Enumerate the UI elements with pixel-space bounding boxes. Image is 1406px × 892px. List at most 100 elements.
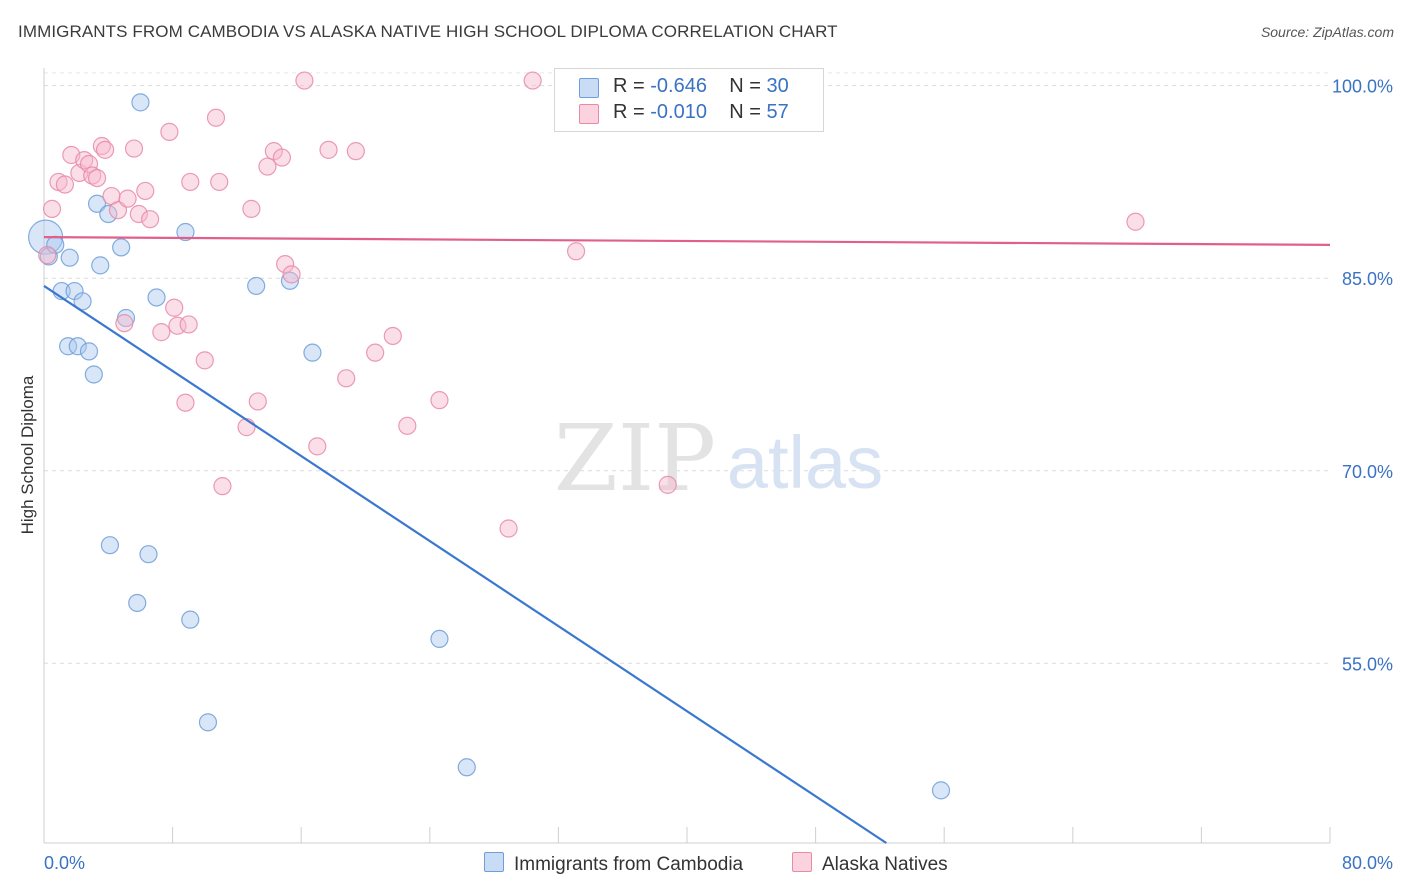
cambodia-point <box>79 342 99 361</box>
alaska-point <box>181 172 200 192</box>
alaska-point <box>210 172 229 192</box>
alaska-point <box>337 369 356 388</box>
alaska-point <box>55 175 74 194</box>
alaska-point <box>118 189 137 208</box>
alaska-point <box>295 71 314 90</box>
y-tick-label: 100.0% <box>1332 77 1393 97</box>
cambodia-point <box>87 194 107 213</box>
legend-label-cambodia: Immigrants from Cambodia <box>514 854 744 875</box>
grid-lines <box>44 72 1330 664</box>
cambodia-point <box>147 288 166 307</box>
legend-n-value-alaska: 57 <box>766 101 789 123</box>
cambodia-trend-line <box>43 284 887 844</box>
alaska-point <box>213 477 232 496</box>
cambodia-point <box>181 610 200 629</box>
alaska-point <box>160 122 179 141</box>
alaska-point <box>658 475 677 494</box>
cambodia-point <box>99 204 118 224</box>
y-tick-label: 70.0% <box>1342 462 1393 482</box>
watermark-zip: ZIP <box>554 405 716 512</box>
cambodia-point <box>59 337 78 356</box>
cambodia-point <box>91 256 110 275</box>
cambodia-point <box>139 545 158 564</box>
axes <box>43 68 1331 844</box>
cambodia-point <box>303 343 322 362</box>
y-tick-label: 85.0% <box>1342 269 1393 289</box>
legend-r-value-alaska: -0.010 <box>650 101 707 123</box>
tick-labels: 100.0% 85.0% 70.0% 55.0% 0.0% 80.0% <box>44 77 1393 873</box>
cambodia-point <box>280 271 300 290</box>
alaska-point <box>136 181 155 201</box>
alaska-point <box>248 392 267 411</box>
legend-n-label: N = <box>729 101 761 123</box>
legend-n-label: N = <box>729 75 761 97</box>
legend-r-label: R = <box>613 101 645 123</box>
alaska-point <box>366 343 385 362</box>
legend-item-cambodia: Immigrants from Cambodia <box>484 852 743 876</box>
cambodia-point <box>68 337 87 356</box>
alaska-point <box>566 242 586 261</box>
stats-legend: R = -0.646 N = 30 R = -0.010 N = 57 <box>554 68 824 132</box>
y-tick-label: 55.0% <box>1342 654 1393 674</box>
source-credit: Source: ZipAtlas.com <box>1260 24 1394 40</box>
alaska-point <box>38 246 57 265</box>
legend-n-value-cambodia: 30 <box>766 75 789 97</box>
alaska-point <box>124 139 144 158</box>
alaska-point <box>276 254 295 274</box>
cambodia-point <box>84 365 103 384</box>
alaska-point <box>165 298 184 317</box>
x-tick-label: 0.0% <box>44 853 85 873</box>
alaska-point <box>42 199 62 218</box>
alaska-point <box>152 323 171 342</box>
legend-swatch-cambodia <box>484 852 504 872</box>
alaska-point <box>282 265 301 284</box>
trend-lines <box>43 236 1331 844</box>
alaska-point <box>398 416 417 435</box>
chart-title: IMMIGRANTS FROM CAMBODIA VS ALASKA NATIV… <box>18 22 838 41</box>
watermark-atlas: atlas <box>727 421 883 504</box>
alaska-point <box>79 154 99 174</box>
cambodia-point <box>112 238 131 257</box>
alaska-point <box>87 168 107 188</box>
alaska-point <box>195 351 214 370</box>
cambodia-point <box>73 292 92 311</box>
alaska-point <box>308 437 327 456</box>
cambodia-point <box>100 536 120 555</box>
alaska-point <box>95 140 115 159</box>
legend-r-label: R = <box>613 75 645 97</box>
alaska-point <box>499 519 518 538</box>
cambodia-point <box>457 758 476 777</box>
legend-r-value-cambodia: -0.646 <box>650 75 707 97</box>
y-axis-label: High School Diploma <box>18 375 37 535</box>
alaska-point <box>242 199 261 218</box>
alaska-point <box>319 140 338 159</box>
legend-swatch-alaska <box>792 852 812 872</box>
legend-swatch-cambodia <box>579 78 599 98</box>
alaska-point <box>129 204 148 224</box>
watermark: ZIP atlas <box>554 405 883 512</box>
cambodia-point <box>247 276 266 296</box>
cambodia-point <box>931 781 951 800</box>
alaska-point <box>523 71 542 90</box>
cambodia-point <box>131 93 150 112</box>
cambodia-point <box>198 713 218 732</box>
alaska-point <box>383 326 402 346</box>
alaska-point <box>115 314 134 333</box>
alaska-trend-line <box>43 236 1331 246</box>
cambodia-point <box>128 593 147 613</box>
alaska-point <box>430 391 449 410</box>
cambodia-point <box>60 248 79 267</box>
alaska-point <box>206 108 226 127</box>
alaska-point <box>258 157 277 176</box>
alaska-point <box>140 210 160 229</box>
cambodia-point <box>176 222 195 242</box>
alaska-point <box>176 393 195 412</box>
alaska-point <box>83 166 102 185</box>
alaska-point <box>179 315 198 334</box>
legend-label-alaska: Alaska Natives <box>822 854 948 875</box>
cambodia-point <box>430 629 449 649</box>
legend-item-alaska: Alaska Natives <box>792 852 948 876</box>
alaska-point <box>1126 212 1145 231</box>
x-tick-label: 80.0% <box>1342 853 1393 873</box>
